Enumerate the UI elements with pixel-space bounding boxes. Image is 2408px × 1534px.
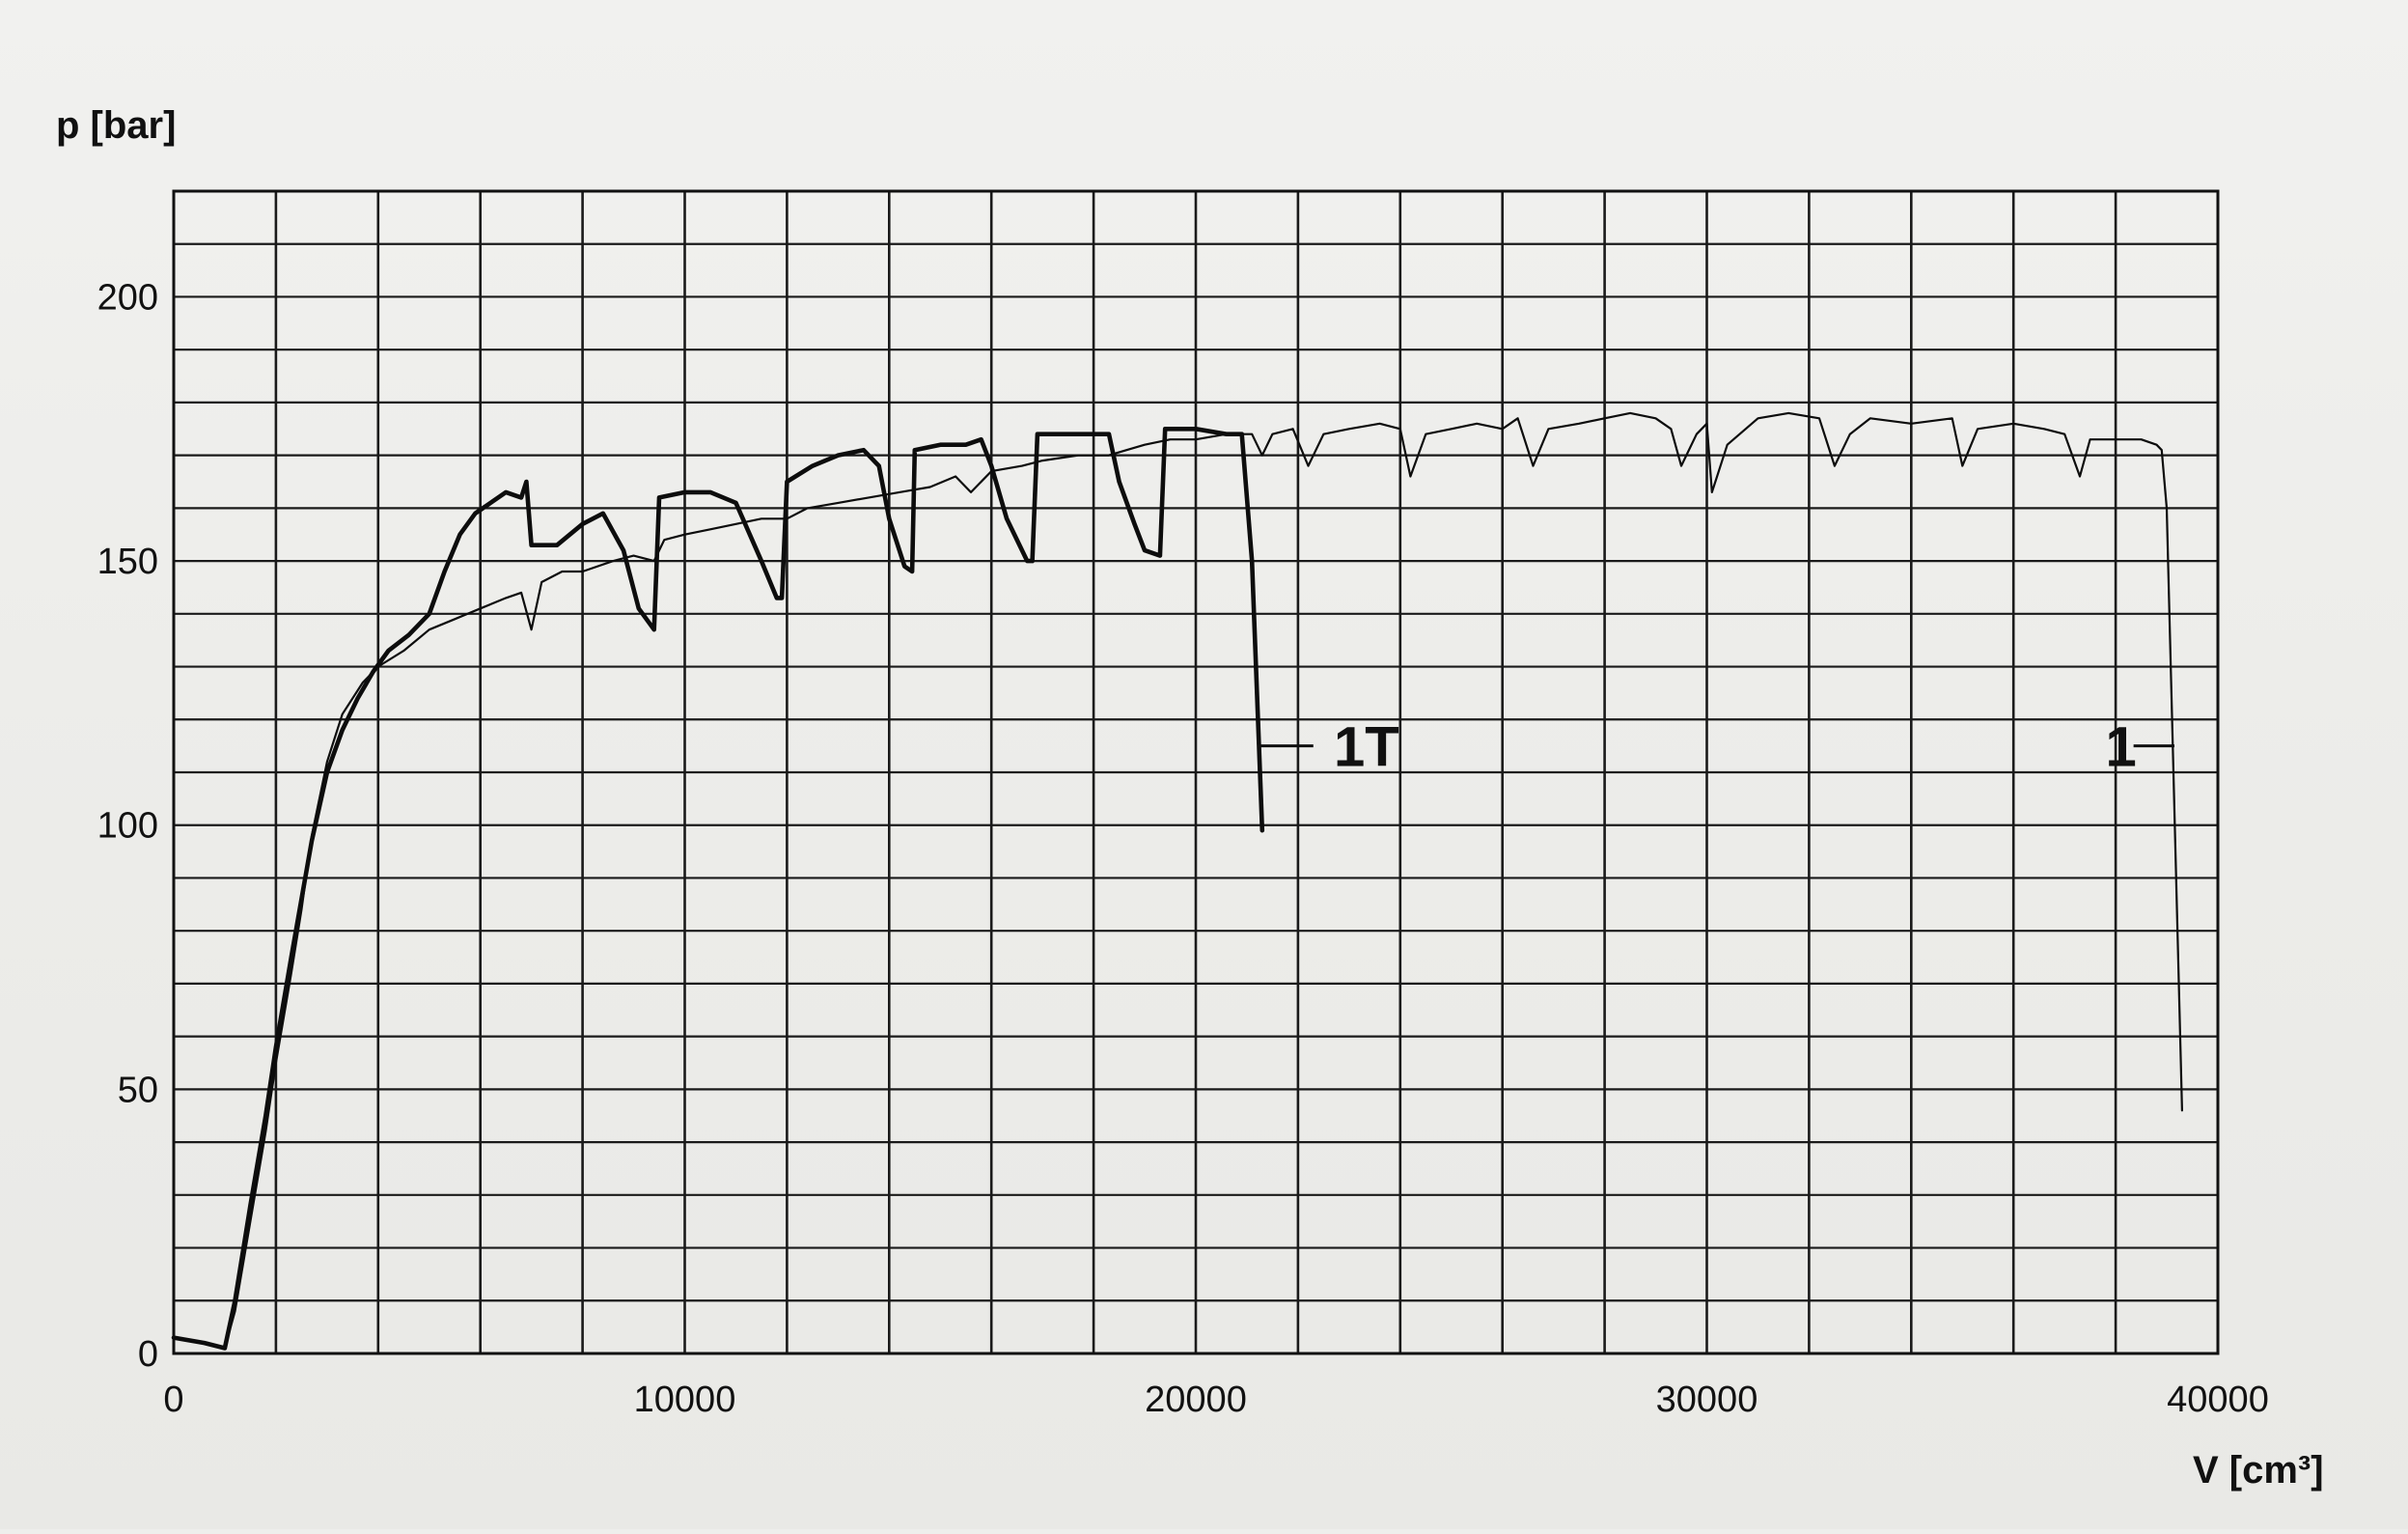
series-group <box>171 411 2183 1351</box>
x-tick-label: 10000 <box>634 1380 736 1420</box>
y-tick-label: 200 <box>97 277 158 318</box>
series-line-1t <box>171 427 1265 1351</box>
curve-label: 1T <box>1334 716 1399 779</box>
curve-label: 1 <box>2106 716 2137 779</box>
series-line-1 <box>172 411 2183 1350</box>
y-tick-label: 150 <box>97 542 158 582</box>
x-tick-label: 0 <box>163 1380 183 1420</box>
tick-labels: 0 50 100 150 200 0 10000 20000 30000 40000 <box>97 277 2269 1420</box>
plot-border <box>172 189 2220 1355</box>
x-axis-label: V [cm³] <box>2193 1449 2324 1492</box>
x-tick-label: 30000 <box>1656 1380 1758 1420</box>
x-tick-label: 20000 <box>1145 1380 1247 1420</box>
y-axis-label: p [bar] <box>56 104 176 147</box>
y-tick-label: 0 <box>138 1334 158 1375</box>
y-tick-label: 50 <box>118 1070 158 1110</box>
grid <box>172 189 2220 1355</box>
y-tick-label: 100 <box>97 806 158 847</box>
plot-frame <box>172 189 2220 1355</box>
x-tick-label: 40000 <box>2167 1380 2269 1420</box>
curve-labels: 1T 1 <box>1257 716 2174 779</box>
